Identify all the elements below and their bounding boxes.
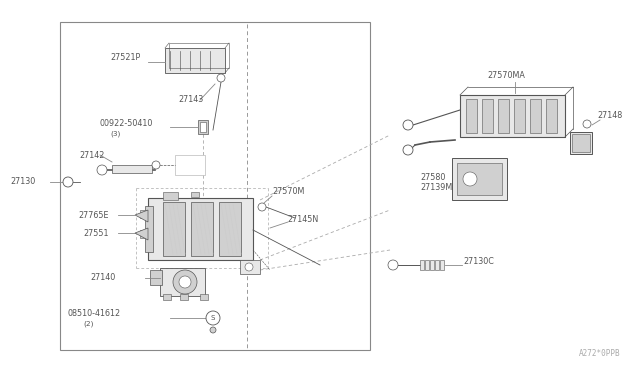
Bar <box>180 294 188 300</box>
Text: 27570M: 27570M <box>272 187 305 196</box>
Bar <box>425 260 429 270</box>
Circle shape <box>63 177 73 187</box>
Circle shape <box>217 74 225 82</box>
Text: 08510-41612: 08510-41612 <box>68 310 121 318</box>
Bar <box>420 260 424 270</box>
Bar <box>466 99 477 133</box>
Text: 27143: 27143 <box>178 96 204 105</box>
Text: (3): (3) <box>110 131 120 137</box>
Bar <box>175 155 205 175</box>
Bar <box>530 99 541 133</box>
Text: 27580: 27580 <box>420 173 445 183</box>
Bar <box>163 294 171 300</box>
Text: (2): (2) <box>83 321 93 327</box>
Bar <box>430 260 434 270</box>
Bar <box>112 165 152 173</box>
Text: 27570MA: 27570MA <box>487 71 525 80</box>
Bar <box>140 230 146 238</box>
Bar <box>160 268 205 296</box>
Circle shape <box>388 260 398 270</box>
Circle shape <box>152 161 160 169</box>
Text: 27130C: 27130C <box>463 257 494 266</box>
Text: S: S <box>211 315 215 321</box>
Bar <box>60 22 370 350</box>
Bar <box>546 99 557 133</box>
Bar <box>435 260 439 270</box>
Bar <box>572 134 590 152</box>
Bar <box>148 198 253 260</box>
Circle shape <box>583 120 591 128</box>
Bar <box>498 99 509 133</box>
Bar <box>169 43 229 68</box>
Circle shape <box>210 327 216 333</box>
Polygon shape <box>135 210 148 222</box>
Bar <box>140 210 146 218</box>
Bar <box>191 202 213 256</box>
Text: 27130: 27130 <box>10 177 35 186</box>
Bar <box>482 99 493 133</box>
Text: 27142: 27142 <box>79 151 104 160</box>
Circle shape <box>403 145 413 155</box>
Bar <box>219 202 241 256</box>
Bar <box>457 163 502 195</box>
Text: 27521P: 27521P <box>110 52 140 61</box>
Circle shape <box>258 203 266 211</box>
Bar <box>198 120 208 134</box>
Text: 00922-50410: 00922-50410 <box>100 119 154 128</box>
Bar <box>163 202 185 256</box>
Bar <box>191 192 199 197</box>
Text: 27551: 27551 <box>83 228 109 237</box>
Bar <box>514 99 525 133</box>
Circle shape <box>206 311 220 325</box>
Bar <box>440 260 444 270</box>
Bar <box>570 132 592 154</box>
Text: 27145N: 27145N <box>287 215 318 224</box>
Text: 27148: 27148 <box>597 112 622 121</box>
Circle shape <box>173 270 197 294</box>
Bar <box>145 206 153 252</box>
Bar <box>163 192 178 200</box>
Bar <box>165 48 225 73</box>
Bar <box>452 158 507 200</box>
Circle shape <box>245 263 253 271</box>
Circle shape <box>179 276 191 288</box>
Bar <box>460 95 565 137</box>
Bar <box>150 270 162 285</box>
Bar <box>200 122 206 132</box>
Text: A272*0PPB: A272*0PPB <box>579 349 620 358</box>
Text: 27765E: 27765E <box>78 211 109 219</box>
Polygon shape <box>135 228 148 240</box>
Text: 27139M: 27139M <box>420 183 452 192</box>
Bar <box>200 294 208 300</box>
Circle shape <box>403 120 413 130</box>
Circle shape <box>97 165 107 175</box>
Circle shape <box>463 172 477 186</box>
Bar <box>240 260 260 274</box>
Text: 27140: 27140 <box>90 273 115 282</box>
